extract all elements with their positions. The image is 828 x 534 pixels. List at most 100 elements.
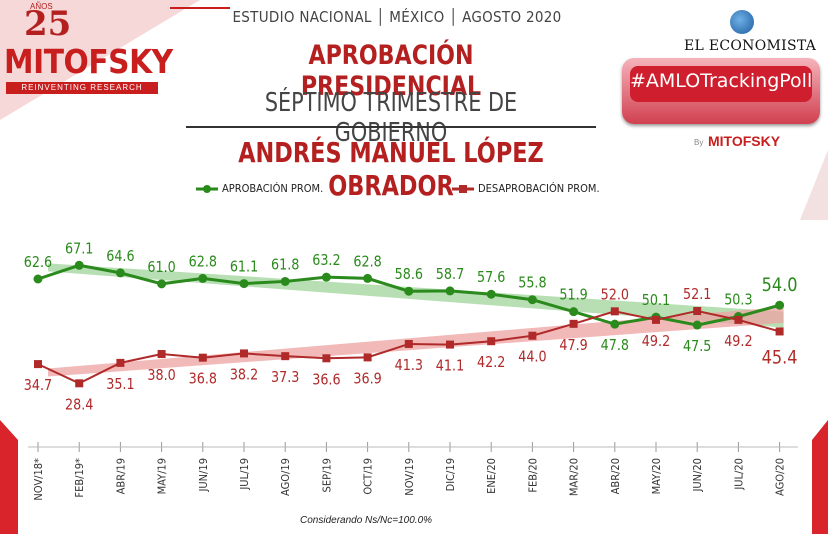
chart-title-3: ANDRÉS MANUEL LÓPEZ OBRADOR [238,136,544,202]
x-tick-label: ENE/20 [485,458,498,494]
disapproval-point [75,379,84,388]
approval-data-label: 58.7 [436,266,464,283]
poll-badge-text: #AMLOTrackingPoll [630,70,813,92]
x-tick-label: FEB/20 [526,458,539,493]
approval-data-label: 61.8 [271,257,299,274]
approval-data-label: 64.6 [106,248,134,265]
approval-data-label: 47.8 [601,337,629,354]
disapproval-point [404,339,413,348]
x-tick-label: MAR/20 [568,458,581,496]
disapproval-data-label: 49.2 [642,333,670,350]
approval-data-label: 54.0 [762,275,798,297]
legend-disapproval-label: DESAPROBACIÓN PROM. [478,182,600,195]
disapproval-data-label: 47.9 [559,337,587,354]
mitofsky-logo-number: 25 [24,4,72,44]
chart-title: APROBACIÓN PRESIDENCIAL [300,40,482,102]
disapproval-point [610,307,619,316]
x-tick-label: NOV/19 [403,458,416,496]
approval-data-label: 61.1 [230,259,258,276]
x-tick-label: AGO/19 [279,458,292,496]
x-tick-label: ABR/20 [609,458,622,494]
mitofsky-logo-anos: AÑOS [30,2,53,11]
disapproval-point [528,331,537,340]
title-rule [186,126,596,128]
disapproval-point [322,354,331,363]
approval-point [775,300,785,310]
approval-data-label: 55.8 [518,275,546,292]
disapproval-trend-band [48,306,784,377]
disapproval-data-label: 45.4 [762,347,798,369]
chart-title-2: SÉPTIMO TRIMESTRE DE GOBIERNO [264,88,518,148]
approval-point [33,274,43,284]
x-tick-label: NOV/18* [32,458,45,501]
x-tick-label: JUL/20 [732,458,745,491]
x-tick-label: ABR/19 [114,458,127,494]
poll-by-name: MITOFSKY [708,133,781,149]
disapproval-data-label: 34.7 [24,377,52,394]
legend-disapproval-marker [459,185,467,193]
disapproval-data-label: 38.2 [230,366,258,383]
approval-point [115,268,125,278]
approval-point [445,286,455,296]
decor-bottom-left [0,420,18,534]
disapproval-data-label: 36.6 [312,371,340,388]
approval-data-label: 50.3 [724,292,752,309]
disapproval-point [198,353,207,362]
disapproval-data-label: 52.1 [683,286,711,303]
legend-approval-marker [203,185,211,193]
approval-point [198,273,208,283]
disapproval-data-label: 42.2 [477,354,505,371]
disapproval-point [34,360,42,369]
disapproval-point [157,350,166,359]
approval-data-label: 51.9 [559,287,587,304]
approval-point [610,319,620,329]
mitofsky-logo-tagline: REINVENTING RESEARCH [6,82,158,94]
approval-point [321,272,331,282]
mitofsky-logo-name: MITOFSKY [4,42,173,81]
disapproval-point [116,358,125,367]
disapproval-data-label: 37.3 [271,369,299,386]
study-subtitle: ESTUDIO NACIONAL │ MÉXICO │ AGOSTO 2020 [232,8,562,26]
legend-approval-label: APROBACIÓN PROM. [222,182,324,195]
footnote: Considerando Ns/Nc=100.0% [300,515,433,526]
disapproval-point [281,352,290,361]
disapproval-data-label: 41.3 [395,357,423,374]
approval-data-label: 62.6 [24,254,52,271]
approval-data-label: 57.6 [477,269,505,286]
disapproval-point [446,340,454,349]
approval-point [363,273,373,283]
approval-data-label: 62.8 [353,253,381,270]
disapproval-data-label: 44.0 [518,349,546,366]
approval-point [692,320,702,330]
approval-data-label: 63.2 [312,252,340,269]
disapproval-point [569,319,578,328]
poll-badge-inner [630,66,812,102]
x-tick-label: OCT/19 [362,458,375,495]
x-tick-label: JUN/20 [691,458,704,493]
approval-point [157,279,167,289]
disapproval-point [652,315,660,324]
approval-point [486,289,496,299]
disapproval-data-label: 52.0 [601,286,629,303]
approval-point [569,307,579,317]
approval-data-label: 67.1 [65,240,93,257]
x-tick-label: JUN/19 [197,458,210,493]
x-tick-label: JUL/19 [238,458,251,491]
approval-data-label: 47.5 [683,338,711,355]
disapproval-point [240,349,248,358]
approval-data-label: 50.1 [642,292,670,309]
disapproval-point [734,315,743,324]
approval-point [239,279,249,289]
approval-data-label: 62.8 [189,253,217,270]
poll-by: By [694,138,704,147]
disapproval-point [775,327,784,336]
disapproval-data-label: 35.1 [106,376,134,393]
approval-point [280,276,290,286]
disapproval-point [693,307,702,316]
x-tick-label: SEP/19 [320,458,333,492]
x-tick-label: MAY/19 [156,458,169,494]
approval-point [74,260,84,270]
disapproval-data-label: 41.1 [436,358,464,375]
